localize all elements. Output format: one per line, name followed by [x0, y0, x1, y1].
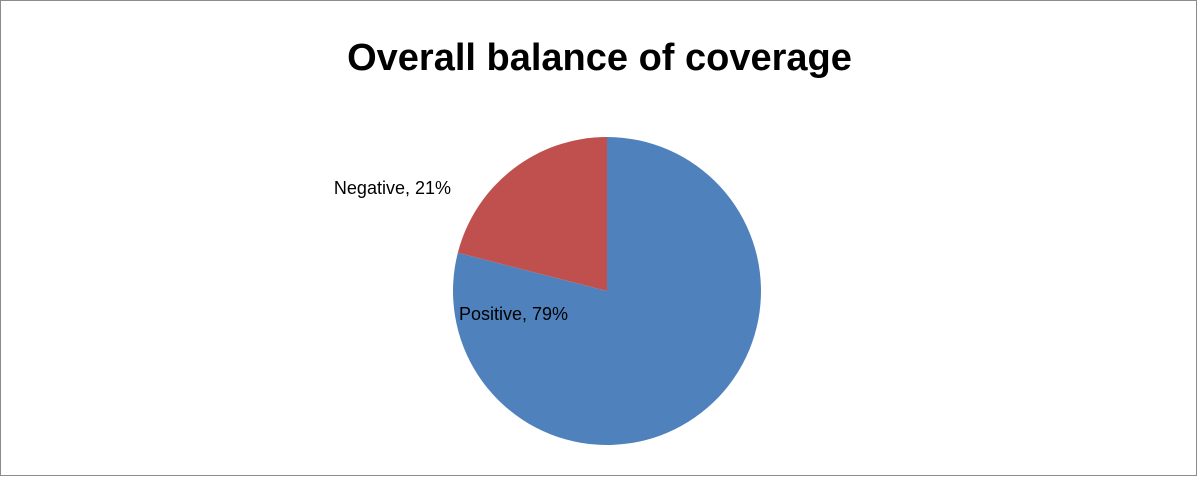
pie-slice-positive: [453, 136, 762, 445]
data-label-positive: Positive, 79%: [459, 304, 568, 324]
chart-title: Overall balance of coverage: [347, 37, 852, 79]
pie-slice-negative: [457, 137, 607, 291]
data-label-negative: Negative, 21%: [334, 178, 451, 198]
